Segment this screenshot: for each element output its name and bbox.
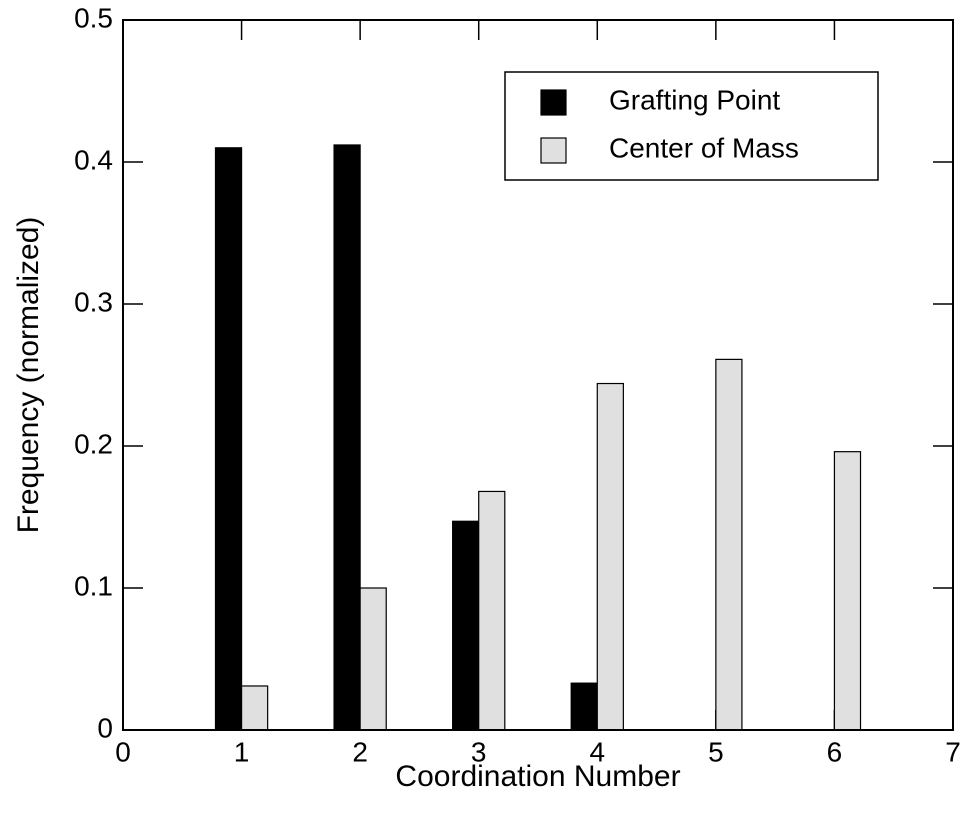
bar (478, 490, 506, 731)
y-axis-label: Frequency (normalized) (12, 217, 45, 534)
x-tick-label: 5 (708, 736, 724, 767)
legend-label: Center of Mass (609, 132, 799, 163)
y-tick-label: 0.1 (74, 570, 113, 601)
bar (214, 147, 243, 731)
plot-frame (122, 19, 954, 731)
y-tick-label: 0.2 (74, 428, 113, 459)
y-tick-label: 0.5 (74, 2, 113, 33)
bar (240, 685, 269, 731)
bar (570, 682, 598, 731)
x-tick-label: 3 (471, 736, 487, 767)
bar (715, 358, 743, 731)
legend-label: Grafting Point (609, 84, 780, 115)
x-tick-label: 0 (115, 736, 131, 767)
bar (452, 520, 480, 731)
x-tick-label: 1 (234, 736, 250, 767)
y-tick-label: 0.4 (74, 144, 113, 175)
x-axis-label: Coordination Number (395, 760, 680, 793)
x-tick-label: 6 (827, 736, 843, 767)
bar (833, 451, 862, 731)
legend-box (504, 71, 879, 181)
y-tick-label: 0 (97, 712, 113, 743)
bar (359, 587, 387, 731)
x-tick-label: 2 (352, 736, 368, 767)
y-tick-label: 0.3 (74, 286, 113, 317)
x-tick-label: 7 (945, 736, 961, 767)
legend-swatch (540, 89, 567, 116)
bar (596, 382, 624, 731)
x-tick-label: 4 (589, 736, 605, 767)
legend-swatch (540, 137, 567, 164)
bar (333, 144, 361, 731)
